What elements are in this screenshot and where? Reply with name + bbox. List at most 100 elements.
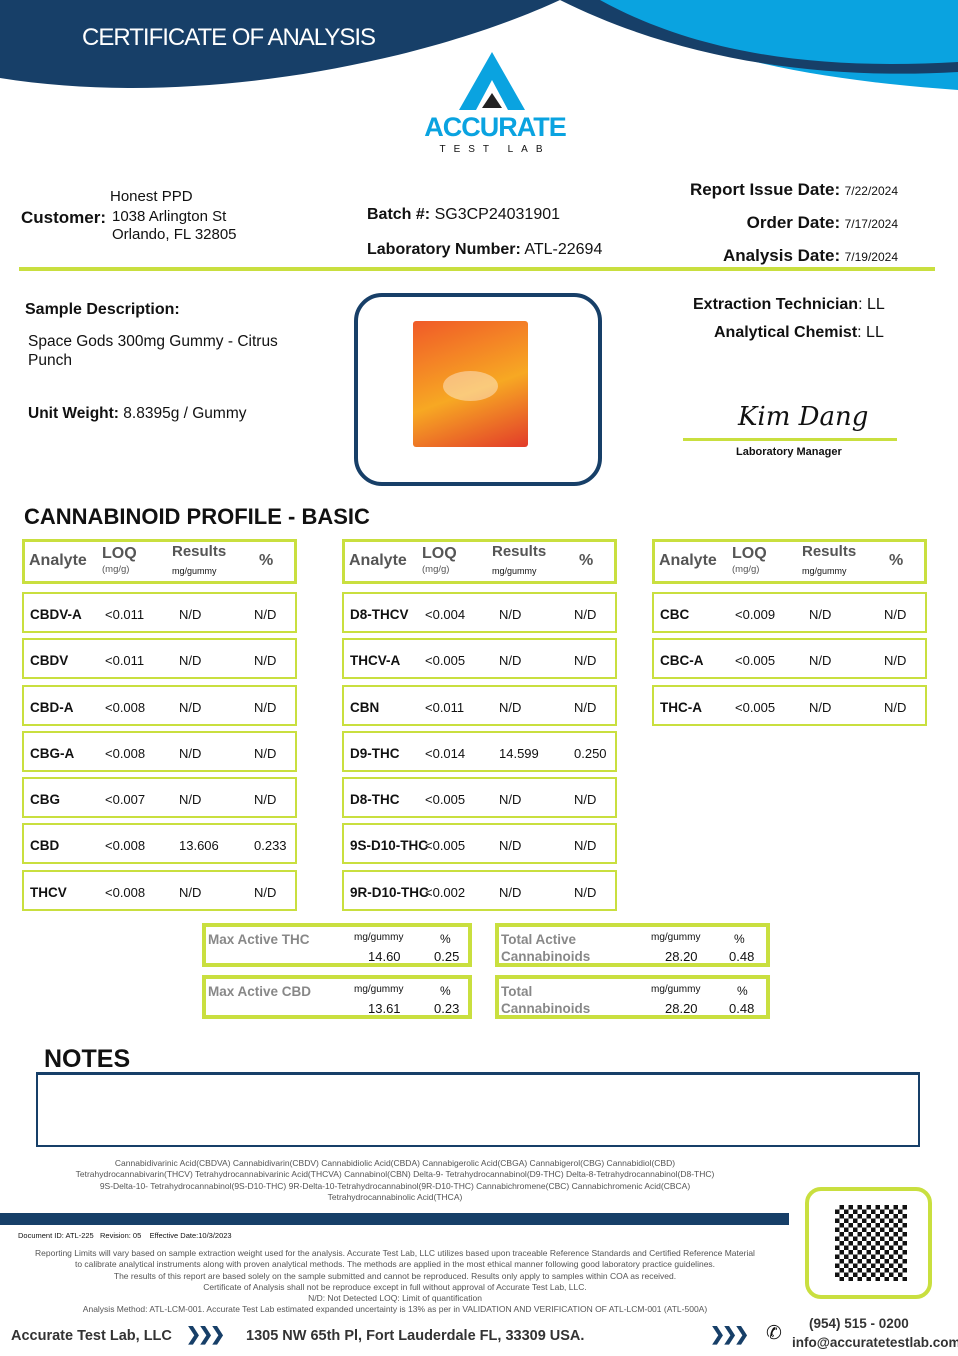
- customer-address-1: 1038 Arlington St: [112, 208, 227, 225]
- chevrons-right-icon: ❯❯❯: [186, 1324, 225, 1344]
- loq-value: <0.005: [735, 700, 776, 715]
- pct-value: N/D: [254, 700, 277, 715]
- table-row: THCV <0.008 N/D N/D: [22, 870, 297, 911]
- signature-line: [683, 438, 897, 441]
- loq-value: <0.005: [425, 838, 466, 853]
- table-row: CBD-A <0.008 N/D N/D: [22, 685, 297, 726]
- customer-address-2: Orlando, FL 32805: [112, 226, 237, 243]
- qr-code-icon[interactable]: [835, 1205, 907, 1281]
- analyte-name: THCV-A: [350, 653, 401, 668]
- summary-max-cbd: Max Active CBD mg/gummy% 13.61 0.23: [202, 975, 472, 1019]
- manager-label: Laboratory Manager: [736, 446, 842, 458]
- document-id: Document ID: ATL-225 Revision: 05 Effect…: [18, 1231, 232, 1240]
- analyte-name: 9S-D10-THC: [350, 838, 429, 853]
- header-pct: %: [579, 552, 594, 569]
- summary-max-thc: Max Active THC mg/gummy% 14.60 0.25: [202, 923, 472, 967]
- footer-email[interactable]: info@accuratetestlab.com: [792, 1335, 958, 1350]
- table-row: 9R-D10-THC <0.002 N/D N/D: [342, 870, 617, 911]
- pct-value: N/D: [254, 885, 277, 900]
- analyte-name: 9R-D10-THC: [350, 885, 429, 900]
- chemist-initials: LL: [866, 324, 884, 341]
- header-results: Results: [802, 543, 857, 560]
- divider: [19, 267, 935, 271]
- customer-name: Honest PPD: [110, 188, 193, 205]
- loq-value: <0.014: [425, 746, 466, 761]
- result-value: N/D: [179, 746, 202, 761]
- header-results: Results: [172, 543, 227, 560]
- sample-photo-frame: [354, 293, 602, 486]
- batch-number: SG3CP24031901: [434, 206, 561, 223]
- table-row: THCV-A <0.005 N/D N/D: [342, 638, 617, 679]
- analysis-date-label: Analysis Date:: [722, 246, 841, 265]
- disclaimer: Reporting Limits will vary based on samp…: [35, 1248, 755, 1315]
- phone-icon: ✆: [766, 1323, 782, 1344]
- sample-description-label: Sample Description:: [25, 301, 180, 318]
- pct-value: N/D: [254, 792, 277, 807]
- analyte-name: CBC-A: [660, 653, 704, 668]
- tech-initials: LL: [866, 296, 885, 313]
- table-row: CBC-A <0.005 N/D N/D: [652, 638, 927, 679]
- pct-value: N/D: [574, 792, 597, 807]
- analyte-name: CBN: [350, 700, 380, 715]
- result-value: 13.606: [179, 838, 219, 853]
- pct-value: N/D: [574, 607, 597, 622]
- analyte-name: THC-A: [660, 700, 702, 715]
- loq-value: <0.004: [425, 607, 466, 622]
- order-date: 7/17/2024: [844, 217, 898, 231]
- loq-value: <0.008: [105, 838, 146, 853]
- table-row: D8-THCV <0.004 N/D N/D: [342, 592, 617, 633]
- lab-number: ATL-22694: [524, 241, 603, 258]
- pct-value: 0.233: [254, 838, 287, 853]
- table-header: Analyte LOQ (mg/g) Results mg/gummy %: [652, 539, 927, 584]
- analysis-date: 7/19/2024: [844, 250, 898, 264]
- analyte-name: D8-THCV: [350, 607, 409, 622]
- header-results-unit: mg/gummy: [802, 566, 847, 576]
- header-banner: [0, 0, 958, 90]
- pct-value: N/D: [574, 885, 597, 900]
- result-value: N/D: [809, 607, 832, 622]
- table-header: Analyte LOQ (mg/g) Results mg/gummy %: [22, 539, 297, 584]
- loq-value: <0.011: [105, 653, 145, 668]
- header-loq: LOQ: [422, 545, 457, 562]
- header-results-unit: mg/gummy: [492, 566, 537, 576]
- report-date-label: Report Issue Date:: [689, 180, 841, 199]
- document-title: CERTIFICATE OF ANALYSIS: [82, 24, 376, 51]
- loq-value: <0.008: [105, 746, 146, 761]
- loq-value: <0.005: [425, 792, 466, 807]
- result-value: 14.599: [499, 746, 539, 761]
- order-date-label: Order Date:: [746, 213, 841, 232]
- analyte-name: CBG-A: [30, 746, 75, 761]
- header-loq-unit: (mg/g): [422, 564, 450, 575]
- loq-value: <0.002: [425, 885, 466, 900]
- pct-value: N/D: [574, 653, 597, 668]
- qr-code-frame: [805, 1187, 932, 1299]
- loq-value: <0.008: [105, 700, 146, 715]
- pct-value: N/D: [884, 653, 907, 668]
- result-value: N/D: [179, 607, 202, 622]
- analyte-name: THCV: [30, 885, 67, 900]
- pct-value: N/D: [574, 838, 597, 853]
- loq-value: <0.008: [105, 885, 146, 900]
- signature: Kim Dang: [738, 402, 869, 432]
- table-row: D8-THC <0.005 N/D N/D: [342, 777, 617, 818]
- footer-phone: (954) 515 - 0200: [809, 1316, 909, 1331]
- glossary: Cannabidivarinic Acid(CBDVA) Cannabidiva…: [75, 1158, 715, 1202]
- header-loq-unit: (mg/g): [732, 564, 760, 575]
- chevrons-right-icon: ❯❯❯: [710, 1324, 749, 1344]
- result-value: N/D: [499, 885, 522, 900]
- analyte-name: CBDV: [30, 653, 69, 668]
- loq-value: <0.005: [735, 653, 776, 668]
- tech-label: Extraction Technician: [693, 296, 859, 313]
- result-value: N/D: [179, 885, 202, 900]
- header-analyte: Analyte: [659, 552, 717, 569]
- report-date: 7/22/2024: [844, 184, 898, 198]
- batch-label: Batch #:: [367, 206, 431, 223]
- table-row: CBDV-A <0.011 N/D N/D: [22, 592, 297, 633]
- unit-weight-label: Unit Weight:: [28, 405, 119, 422]
- footer-address: 1305 NW 65th Pl, Fort Lauderdale FL, 333…: [246, 1328, 585, 1344]
- header-analyte: Analyte: [29, 552, 87, 569]
- loq-value: <0.005: [425, 653, 466, 668]
- pct-value: 0.250: [574, 746, 607, 761]
- table-row: 9S-D10-THC <0.005 N/D N/D: [342, 823, 617, 864]
- header-loq-unit: (mg/g): [102, 564, 130, 575]
